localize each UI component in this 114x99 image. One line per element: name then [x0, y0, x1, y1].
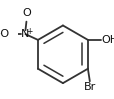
Text: O: O — [22, 8, 31, 18]
Text: N: N — [21, 29, 29, 39]
Text: OH: OH — [101, 35, 114, 45]
Text: Br: Br — [83, 82, 95, 92]
Text: +: + — [26, 27, 32, 36]
Text: −O: −O — [0, 29, 10, 39]
